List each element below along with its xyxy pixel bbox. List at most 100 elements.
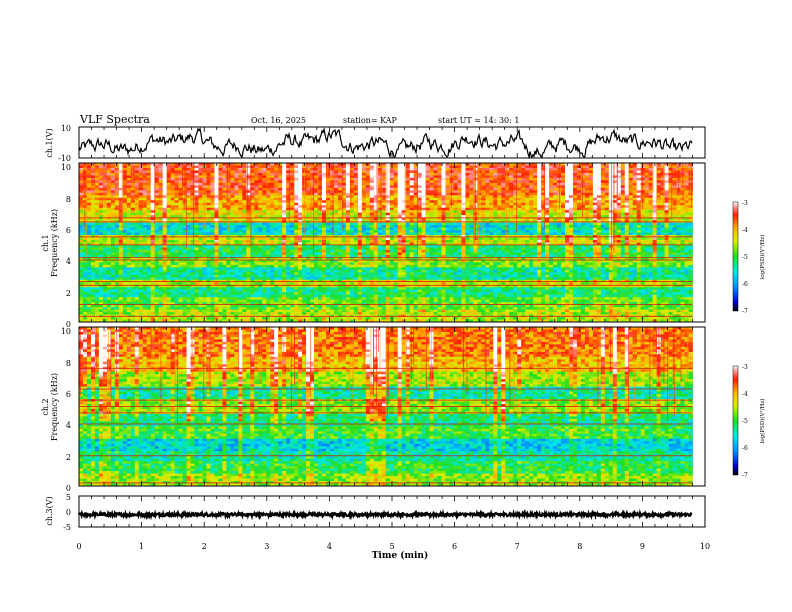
spectrogram-cell [672,163,677,166]
spectrogram-cell [162,200,168,204]
spectrogram-cell [138,182,144,186]
spectrogram-cell [262,170,267,174]
spectrogram-cell [314,197,319,201]
spectrogram-cell [580,177,586,181]
spectrogram-cell [505,240,510,243]
spectrogram-cell [580,167,586,171]
spectrogram-cell [517,210,522,214]
spectrogram-cell [266,180,271,184]
spectrogram-cell [413,165,419,169]
spectrogram-cell [373,195,379,199]
spectrogram-cell [142,165,148,169]
spectrogram-cell [485,222,490,226]
spectrogram-cell [457,210,462,214]
spectrogram-cell [521,170,526,174]
spectrogram-cell [465,237,470,241]
spectrogram-cell [628,182,634,186]
spectrogram-cell [154,205,160,209]
spectrogram-cell [246,180,251,184]
spectrogram-cell [278,172,283,176]
spectrogram-cell [329,207,335,211]
spectrogram-cell [349,207,355,211]
spectrogram-cell [126,172,132,176]
spectrogram-cell [230,175,235,179]
spectrogram-cell [110,232,116,236]
spectrogram-cell [600,197,606,201]
spectrogram-cell [517,187,522,191]
spectrogram-cell [393,167,399,171]
spectrogram-cell [341,225,347,228]
spectrogram-cell [329,230,335,233]
spectrogram-cell [521,163,526,166]
spectrogram-cell [660,170,665,174]
spectrogram-cell [664,190,669,194]
spectrogram-cell [620,185,626,189]
spectrogram-cell [246,207,251,211]
spectrogram-cell [246,210,251,214]
spectrogram-cell [114,232,120,236]
spectrogram-cell [425,212,430,216]
spectrogram-cell [608,205,614,209]
spectrogram-cell [584,217,590,221]
spectrogram-cell [333,202,339,206]
spectrogram-cell [174,192,179,196]
spectrogram-cell [393,232,399,236]
spectrogram-cell [533,212,538,216]
spectrogram-cell [636,212,642,216]
spectrogram-cell [457,212,462,216]
spectrogram-cell [322,227,327,231]
spectrogram-cell [369,180,375,184]
spectrogram-cell [254,217,259,221]
spectrogram-cell [668,210,673,214]
spectrogram-cell [549,212,554,216]
spectrogram-cell [361,200,367,204]
spectrogram-cell [126,232,132,236]
spectrogram-cell [668,237,673,241]
spectrogram-cell [421,167,426,171]
spectrogram-cell [170,222,175,226]
spectrogram-cell [672,232,677,236]
spectrogram-cell [537,197,542,201]
spectrogram-cell [608,167,614,171]
spectrogram-cell [314,225,319,228]
spectrogram-cell [469,170,474,174]
spectrogram-cell [672,200,677,204]
spectrogram-cell [150,225,156,228]
spectrogram-cell [445,210,450,214]
spectrogram-cell [660,177,665,181]
spectrogram-cell [329,167,335,171]
spectrogram-cell [98,202,104,206]
spectrogram-cell [226,237,231,241]
spectrogram-cell [114,163,120,166]
spectrogram-cell [345,163,351,166]
spectrogram-cell [190,212,195,216]
spectrogram-cell [568,185,574,189]
spectrogram-cell [549,195,554,199]
spectrogram-cell [389,225,395,228]
spectrogram-cell [441,215,446,219]
spectrogram-cell [325,180,331,184]
spectrogram-cell [258,195,263,199]
spectrogram-cell [648,205,654,209]
spectrogram-cell [365,202,371,206]
spectrogram-cell [385,187,391,191]
spectrogram-cell [377,230,383,233]
spectrogram-cell [588,197,594,201]
spectrogram-cell [584,232,590,236]
spectrogram-cell [202,227,207,231]
spectrogram-cell [413,197,419,201]
spectrogram-cell [676,190,681,194]
spectrogram-cell [361,217,367,221]
spectrogram-cell [533,172,538,176]
spectrogram-cell [282,165,287,169]
spectrogram-cell [565,200,570,204]
spectrogram-cell [561,177,566,181]
spectrogram-cell [110,190,116,194]
spectrogram-cell [294,225,299,228]
spectrogram-cell [258,197,263,201]
spectrogram-cell [684,195,689,199]
spectrogram-cell [588,187,594,191]
spectrogram-cell [505,230,510,233]
spectrogram-cell [533,192,538,196]
spectrogram-cell [389,232,395,236]
